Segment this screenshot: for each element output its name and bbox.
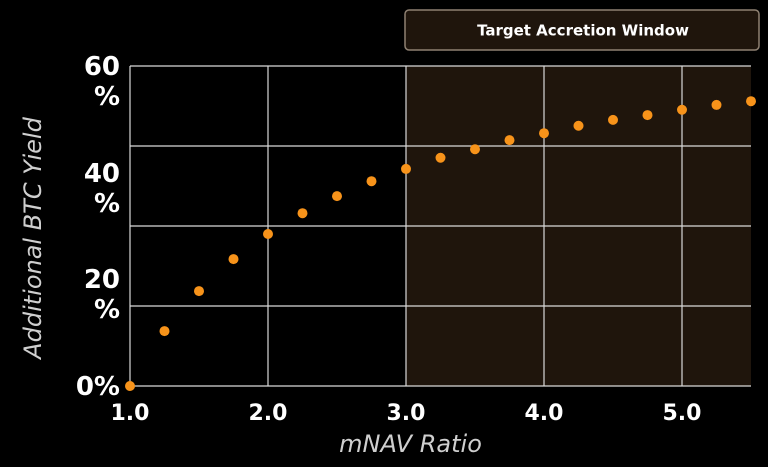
data-point <box>539 128 549 139</box>
data-point <box>746 96 756 107</box>
x-axis-title: mNAV Ratio <box>339 430 482 458</box>
data-point <box>642 110 653 121</box>
data-point <box>608 114 618 125</box>
data-point <box>504 135 515 146</box>
data-point <box>435 152 446 163</box>
highlight-label: Target Accretion Window <box>477 22 689 40</box>
highlight-box <box>404 9 760 51</box>
data-point <box>263 229 273 239</box>
data-point <box>573 120 584 131</box>
y-axis-title: Additional BTC Yield <box>19 116 47 360</box>
data-point <box>711 99 722 110</box>
data-point <box>366 176 377 187</box>
y-tick-label: 20 % <box>83 265 120 326</box>
x-tick-label: 3.0 <box>387 401 426 426</box>
data-point <box>677 104 687 115</box>
x-tick-label: 4.0 <box>525 401 564 426</box>
data-point <box>332 191 342 202</box>
y-tick-label: 60 % <box>83 52 120 112</box>
x-tick-label: 2.0 <box>249 401 288 426</box>
x-tick-label: 1.0 <box>111 401 150 426</box>
y-tick-label: 0% <box>75 372 120 402</box>
x-tick-label: 5.0 <box>663 401 702 426</box>
data-point <box>297 208 308 219</box>
data-point <box>470 144 480 155</box>
data-point <box>228 254 239 265</box>
y-tick-label: 40 % <box>83 158 120 219</box>
data-point <box>194 286 204 297</box>
data-point <box>159 326 170 337</box>
data-point <box>401 163 411 174</box>
data-point <box>125 381 135 391</box>
